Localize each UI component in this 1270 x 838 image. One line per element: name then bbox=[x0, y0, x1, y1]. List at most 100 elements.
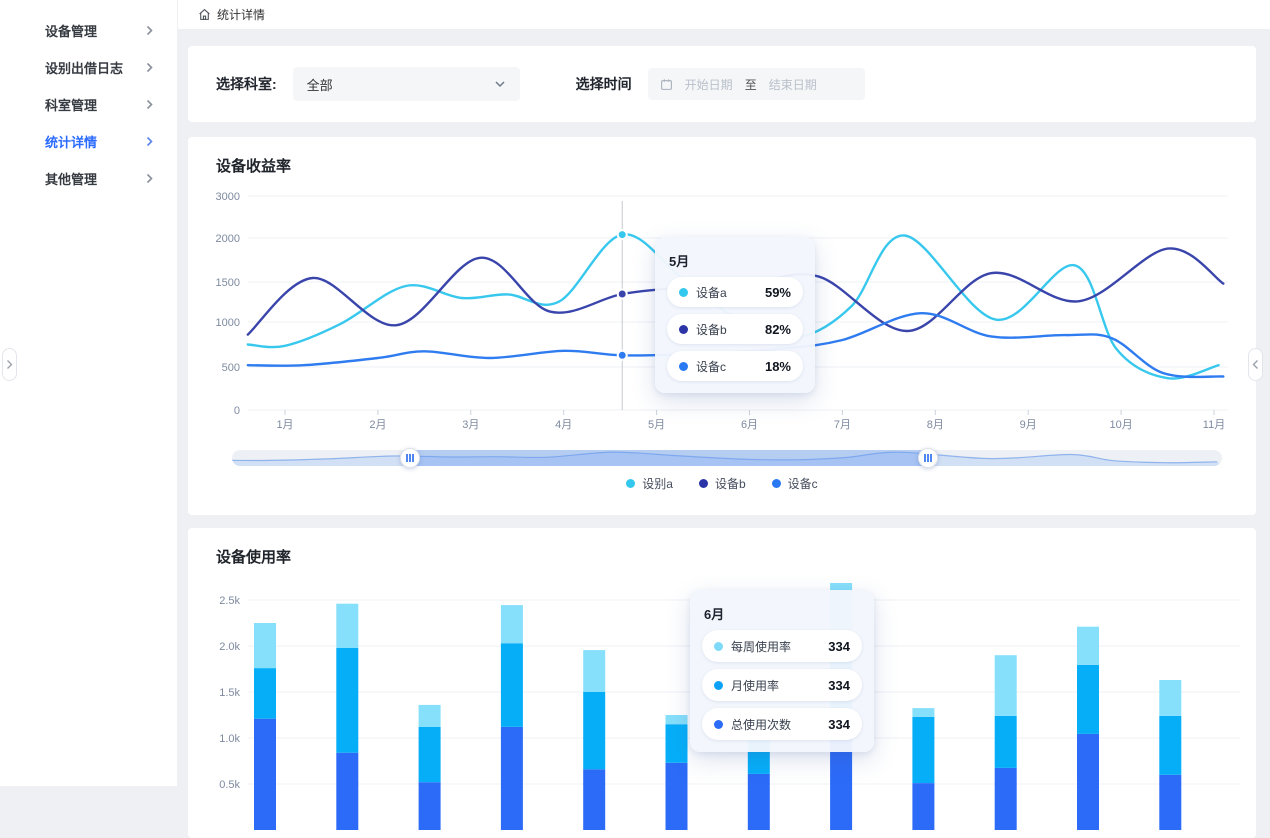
sidebar-item-label: 设备管理 bbox=[45, 24, 98, 39]
bar-segment-总使用次数[interactable] bbox=[336, 752, 359, 830]
legend-item-设备c[interactable]: 设备c bbox=[771, 475, 818, 492]
bar-12月[interactable] bbox=[1159, 680, 1182, 830]
legend-item-设别a[interactable]: 设别a bbox=[626, 475, 673, 492]
bar-segment-月使用率[interactable] bbox=[254, 668, 276, 719]
datazoom-track[interactable] bbox=[232, 450, 1222, 466]
bar-segment-月使用率[interactable] bbox=[336, 647, 359, 753]
bar-9月[interactable] bbox=[912, 708, 935, 830]
revenue-chart-title: 设备收益率 bbox=[216, 158, 292, 175]
topbar: 统计详情 bbox=[178, 0, 1270, 30]
bar-segment-总使用次数[interactable] bbox=[994, 767, 1017, 830]
bar-segment-月使用率[interactable] bbox=[994, 715, 1017, 768]
bar-4月[interactable] bbox=[500, 605, 523, 830]
tooltip-row: 设备b 82% bbox=[667, 314, 803, 344]
tooltip-series-value: 334 bbox=[828, 716, 850, 732]
sidebar-item-label: 其他管理 bbox=[45, 172, 98, 187]
legend-dot bbox=[698, 479, 708, 488]
sidebar-item-2[interactable]: 设别出借日志 bbox=[0, 49, 177, 86]
y-axis-label: 2.0k bbox=[219, 641, 240, 653]
x-axis-label: 4月 bbox=[555, 419, 572, 431]
breadcrumb[interactable]: 统计详情 bbox=[198, 6, 265, 23]
usage-chart-card: 设备使用率 2.5k 2.0k 1.5k 1.0k 0.5k 6月 每周使用率 334 月使用… bbox=[188, 528, 1256, 838]
datazoom-selected-range[interactable] bbox=[410, 450, 928, 466]
bar-segment-每周使用率[interactable] bbox=[336, 603, 359, 648]
bar-segment-月使用率[interactable] bbox=[583, 692, 606, 770]
bar-segment-每周使用率[interactable] bbox=[912, 708, 935, 717]
bar-segment-总使用次数[interactable] bbox=[665, 762, 688, 830]
department-select[interactable]: 全部 bbox=[292, 67, 520, 101]
bar-2月[interactable] bbox=[336, 603, 359, 830]
bar-segment-总使用次数[interactable] bbox=[500, 727, 523, 830]
legend-item-设备b[interactable]: 设备b bbox=[698, 475, 746, 492]
sidebar-expand-handle[interactable] bbox=[2, 348, 17, 381]
handle-grip-line bbox=[927, 454, 929, 462]
bar-10月[interactable] bbox=[994, 655, 1017, 830]
x-axis-label: 3月 bbox=[462, 419, 479, 431]
bar-segment-总使用次数[interactable] bbox=[418, 782, 441, 830]
handle-grip-line bbox=[930, 454, 932, 462]
bar-segment-月使用率[interactable] bbox=[912, 716, 935, 783]
bar-segment-总使用次数[interactable] bbox=[254, 718, 276, 830]
y-axis-label: 1000 bbox=[216, 317, 240, 329]
y-axis-label: 500 bbox=[222, 362, 240, 374]
bar-6月[interactable] bbox=[665, 715, 688, 830]
sidebar-item-3[interactable]: 科室管理 bbox=[0, 86, 177, 123]
bar-segment-月使用率[interactable] bbox=[1159, 715, 1182, 775]
bar-segment-总使用次数[interactable] bbox=[583, 769, 606, 830]
start-date-input[interactable]: 开始日期 bbox=[684, 77, 733, 92]
sidebar: 设备管理设别出借日志科室管理统计详情其他管理 bbox=[0, 0, 178, 786]
sidebar-item-label: 科室管理 bbox=[45, 98, 98, 113]
usage-tooltip: 6月 每周使用率 334 月使用率 334 总使用次数 334 bbox=[690, 590, 874, 752]
datazoom-handle-left[interactable] bbox=[400, 448, 421, 468]
bar-segment-月使用率[interactable] bbox=[418, 727, 441, 783]
bar-segment-每周使用率[interactable] bbox=[665, 715, 688, 725]
tooltip-series-dot bbox=[714, 719, 723, 729]
bar-segment-每周使用率[interactable] bbox=[994, 655, 1017, 716]
panel-collapse-handle[interactable] bbox=[1248, 348, 1263, 381]
bar-5月[interactable] bbox=[583, 650, 606, 830]
bar-segment-月使用率[interactable] bbox=[665, 724, 688, 763]
bar-segment-总使用次数[interactable] bbox=[1077, 733, 1099, 830]
bar-segment-每周使用率[interactable] bbox=[1077, 626, 1099, 665]
bar-segment-总使用次数[interactable] bbox=[747, 773, 770, 830]
tooltip-series-label: 总使用次数 bbox=[731, 717, 792, 732]
bar-segment-每周使用率[interactable] bbox=[583, 650, 606, 692]
sidebar-item-4[interactable]: 统计详情 bbox=[0, 123, 177, 160]
tooltip-series-value: 59% bbox=[764, 284, 791, 300]
legend-label: 设备c bbox=[787, 477, 818, 491]
tooltip-series-label: 月使用率 bbox=[731, 678, 780, 693]
bar-1月[interactable] bbox=[254, 623, 276, 830]
datazoom-handle-right[interactable] bbox=[917, 448, 938, 468]
legend-label: 设备b bbox=[714, 477, 746, 491]
bar-segment-月使用率[interactable] bbox=[1077, 664, 1099, 734]
tooltip-series-value: 82% bbox=[764, 321, 791, 337]
time-filter-label: 选择时间 bbox=[575, 76, 632, 92]
tooltip-row: 月使用率 334 bbox=[702, 669, 862, 701]
pointer-dot-设备c bbox=[616, 349, 628, 361]
bar-segment-每周使用率[interactable] bbox=[418, 704, 441, 727]
bar-segment-月使用率[interactable] bbox=[500, 643, 523, 727]
bar-segment-总使用次数[interactable] bbox=[1159, 774, 1182, 830]
department-select-value: 全部 bbox=[306, 77, 333, 93]
date-range-picker[interactable]: 开始日期 至 结束日期 bbox=[647, 68, 865, 100]
bar-segment-总使用次数[interactable] bbox=[912, 783, 935, 830]
sidebar-item-5[interactable]: 其他管理 bbox=[0, 160, 177, 197]
bar-3月[interactable] bbox=[418, 704, 441, 830]
sidebar-item-1[interactable]: 设备管理 bbox=[0, 12, 177, 49]
end-date-input[interactable]: 结束日期 bbox=[768, 77, 817, 92]
datazoom-slider[interactable] bbox=[232, 448, 1222, 468]
tooltip-series-dot bbox=[679, 361, 688, 371]
bar-segment-每周使用率[interactable] bbox=[500, 605, 523, 644]
x-axis-label: 2月 bbox=[369, 419, 386, 431]
x-axis-label: 6月 bbox=[741, 419, 758, 431]
chevron-right-icon bbox=[146, 136, 153, 147]
home-icon bbox=[199, 8, 210, 20]
bar-11月[interactable] bbox=[1077, 626, 1099, 830]
pointer-dot-设备a bbox=[616, 229, 628, 241]
bar-segment-每周使用率[interactable] bbox=[1159, 680, 1182, 716]
bar-segment-每周使用率[interactable] bbox=[254, 623, 276, 669]
x-axis-label: 5月 bbox=[648, 419, 665, 431]
tooltip-title: 5月 bbox=[669, 254, 690, 269]
department-filter-label: 选择科室: bbox=[216, 76, 277, 92]
chevron-right-icon bbox=[146, 62, 153, 73]
